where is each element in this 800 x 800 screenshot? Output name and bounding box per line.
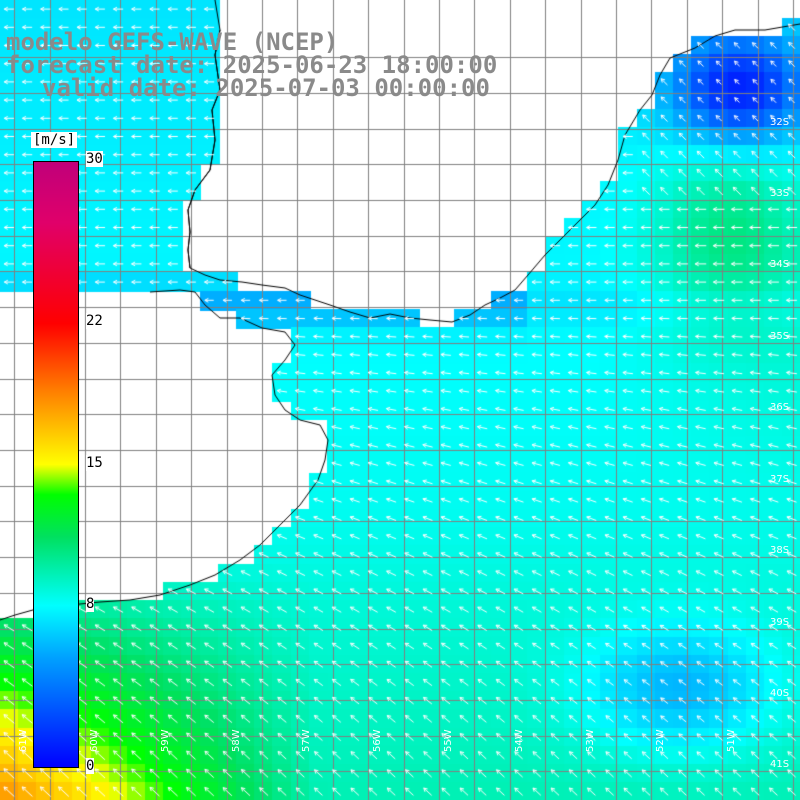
- longitude-label: 61W: [18, 729, 30, 752]
- latitude-label: 40S: [770, 688, 790, 699]
- longitude-label: 55W: [442, 729, 454, 752]
- latitude-label: 41S: [770, 759, 790, 771]
- colorbar-tick-label: 0: [86, 758, 95, 774]
- model-title: modelo GEFS-WAVE (NCEP): [6, 28, 339, 56]
- longitude-label: 51W: [726, 729, 738, 752]
- latitude-label: 36S: [770, 402, 790, 414]
- colorbar-tick-label: 30: [86, 151, 103, 167]
- longitude-label: 53W: [584, 729, 596, 752]
- longitude-label: 52W: [655, 729, 667, 752]
- latitude-label: 32S: [770, 116, 790, 128]
- latitude-label: 34S: [770, 259, 790, 271]
- longitude-label: 60W: [88, 729, 100, 752]
- latitude-label: 37S: [770, 473, 790, 485]
- latitude-label: 33S: [770, 188, 790, 199]
- longitude-label: 57W: [301, 729, 313, 752]
- colorbar-units: [m/s]: [31, 132, 78, 148]
- latitude-label: 35S: [770, 330, 790, 342]
- colorbar-tick-label: 22: [86, 312, 103, 329]
- latitude-label: 38S: [770, 545, 790, 557]
- longitude-label: 56W: [372, 729, 384, 752]
- latitude-label: 39S: [770, 616, 790, 628]
- longitude-label: 54W: [513, 729, 525, 752]
- forecast-date: forecast date: 2025-06-23 18:00:00: [6, 51, 498, 79]
- colorbar-tick-label: 15: [86, 454, 103, 471]
- colorbar: [33, 161, 79, 768]
- longitude-label: 59W: [159, 729, 171, 752]
- valid-date: valid date: 2025-07-03 00:00:00: [42, 74, 490, 102]
- longitude-label: 58W: [230, 729, 242, 752]
- colorbar-tick-label: 8: [86, 596, 95, 613]
